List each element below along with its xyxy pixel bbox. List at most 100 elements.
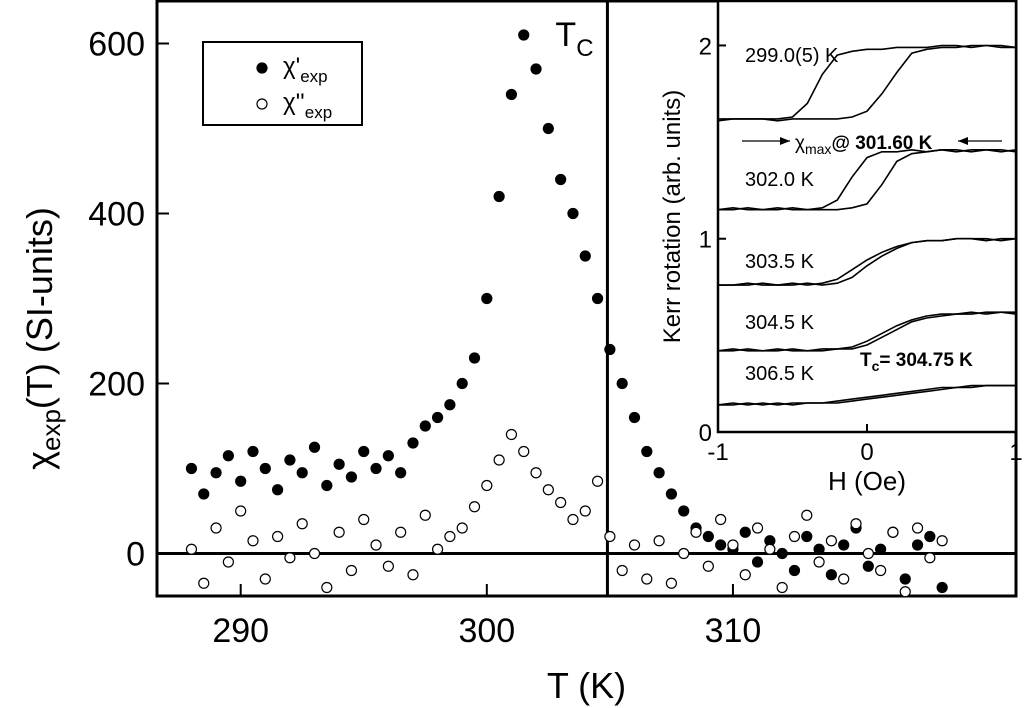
open-point xyxy=(628,539,641,551)
filled-point xyxy=(616,377,628,390)
x-tick-label: 290 xyxy=(212,612,269,650)
filled-point xyxy=(431,411,444,424)
filled-point xyxy=(259,462,271,475)
filled-point xyxy=(825,569,838,581)
open-point xyxy=(456,522,468,534)
filled-point xyxy=(665,488,678,500)
legend-box xyxy=(202,41,363,126)
y-axis-label: χexp(T) (SI-units) xyxy=(19,207,66,470)
open-point xyxy=(210,522,222,534)
filled-point xyxy=(382,450,394,462)
open-point xyxy=(678,547,690,560)
open-point xyxy=(358,513,370,526)
open-point xyxy=(887,526,899,538)
y-axis-label-part: χ xyxy=(19,451,60,470)
filled-point xyxy=(222,450,234,462)
filled-point xyxy=(198,488,210,500)
filled-point xyxy=(419,420,431,432)
open-point xyxy=(395,526,407,538)
hysteresis-branch xyxy=(717,44,1016,122)
open-point xyxy=(567,513,579,526)
tc-annotation-part: T xyxy=(555,16,576,54)
inset-frame xyxy=(716,0,1018,434)
arrow-head xyxy=(780,137,790,145)
open-point xyxy=(838,573,850,585)
open-point xyxy=(875,564,887,577)
open-point xyxy=(272,530,284,543)
x-tick-label: 300 xyxy=(458,612,515,650)
open-point xyxy=(185,543,198,555)
x-axis-label: T (K) xyxy=(547,665,626,706)
y-tick-label: 600 xyxy=(88,26,145,64)
open-point xyxy=(247,535,259,547)
open-point xyxy=(321,581,333,594)
tc-annotation-part: C xyxy=(576,35,593,62)
filled-point xyxy=(801,530,813,543)
filled-point xyxy=(702,530,714,543)
hysteresis-branch xyxy=(718,237,1016,286)
open-point xyxy=(764,543,776,555)
open-point xyxy=(345,564,358,577)
tc-value-annotation-part: = 304.75 K xyxy=(879,350,973,371)
open-point xyxy=(776,581,788,594)
open-point xyxy=(259,573,271,585)
filled-point xyxy=(899,573,911,585)
filled-point xyxy=(641,445,653,458)
filled-point xyxy=(862,560,874,572)
open-point xyxy=(751,522,764,534)
inset-x-tick-label: 1 xyxy=(1009,439,1022,466)
legend-label-part: χ' xyxy=(283,53,300,80)
open-point xyxy=(222,556,234,568)
open-point xyxy=(911,522,924,534)
y-axis-label-part: (T) (SI-units) xyxy=(19,207,60,409)
filled-point xyxy=(345,471,358,483)
open-point xyxy=(899,586,911,598)
open-point xyxy=(702,560,714,572)
loop-label: 303.5 K xyxy=(745,251,815,273)
arrow-head xyxy=(958,137,968,145)
open-point xyxy=(936,535,948,547)
filled-point xyxy=(185,462,198,475)
filled-point xyxy=(530,63,542,75)
inset-y-axis-label: Kerr rotation (arb. units) xyxy=(659,90,686,343)
filled-point xyxy=(395,467,407,479)
filled-point xyxy=(358,445,370,458)
filled-point xyxy=(272,484,284,496)
open-point xyxy=(604,530,616,543)
tc-annotation: TC xyxy=(555,16,593,62)
inset-x-axis-label: H (Oe) xyxy=(828,466,906,496)
filled-point xyxy=(444,399,456,411)
filled-point xyxy=(776,547,788,560)
loop-label: 299.0(5) K xyxy=(745,45,839,67)
inset-y-tick-label: 1 xyxy=(699,227,712,254)
filled-point xyxy=(628,411,641,424)
open-point xyxy=(653,535,665,547)
open-point xyxy=(813,556,825,568)
open-point xyxy=(407,569,419,581)
open-point xyxy=(665,577,678,589)
loop-label: 304.5 K xyxy=(745,312,815,334)
inset-y-tick-label: 2 xyxy=(699,33,712,60)
filled-point xyxy=(518,29,530,41)
open-point xyxy=(308,547,321,560)
legend-label-part: exp xyxy=(305,103,332,122)
open-point xyxy=(333,526,345,538)
filled-point xyxy=(838,539,850,551)
filled-point xyxy=(333,458,345,470)
filled-point xyxy=(653,467,665,479)
hysteresis-branch xyxy=(718,311,1017,352)
open-point xyxy=(641,573,653,585)
filled-point xyxy=(542,122,554,135)
open-point xyxy=(739,569,751,581)
open-point xyxy=(468,501,481,513)
open-point xyxy=(198,577,210,589)
open-point xyxy=(431,543,444,555)
filled-point xyxy=(813,543,825,555)
filled-point xyxy=(555,173,567,186)
loop-label: 306.5 K xyxy=(745,363,815,385)
inset-y-tick-label: 0 xyxy=(699,420,712,447)
filled-point xyxy=(296,467,308,479)
y-tick-label: 200 xyxy=(88,366,145,404)
open-point xyxy=(825,535,838,547)
chi-max-annotation-part: @ 301.60 K xyxy=(831,133,932,154)
